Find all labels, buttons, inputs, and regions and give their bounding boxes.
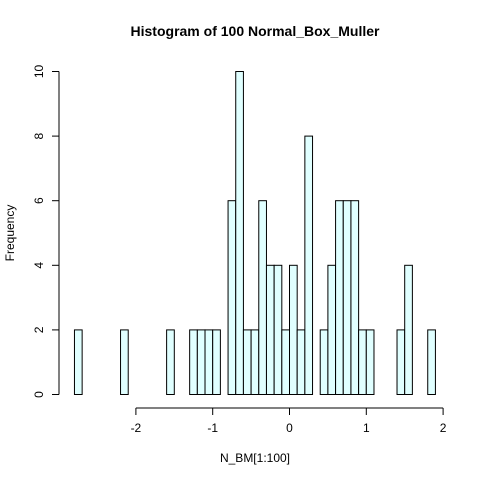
y-axis-label: Frequency	[3, 205, 17, 262]
histogram-bar	[166, 329, 175, 395]
histogram-bar	[304, 135, 314, 395]
histogram-bar	[404, 264, 413, 395]
x-tick-label: 0	[286, 421, 293, 435]
x-tick-label: -1	[207, 421, 218, 435]
histogram-bar	[120, 329, 129, 395]
histogram-bar	[281, 329, 291, 395]
histogram-bar	[350, 200, 360, 395]
histogram-bar	[273, 264, 283, 395]
histogram-bar	[265, 264, 275, 395]
y-tick-label: 4	[32, 262, 46, 269]
x-tick-label: 2	[440, 421, 447, 435]
histogram-bar	[227, 200, 237, 395]
y-tick-label: 6	[32, 197, 46, 204]
histogram-bar	[212, 329, 221, 395]
histogram-bar	[427, 329, 436, 395]
histogram-bar	[242, 329, 252, 395]
histogram-bar	[342, 200, 352, 395]
y-tick-label: 10	[32, 65, 46, 79]
histogram-bar	[250, 329, 260, 395]
bars-group	[73, 71, 436, 395]
x-axis: -2 -1 0 1 2	[131, 407, 447, 435]
x-tick-label: -2	[131, 421, 142, 435]
histogram-bar	[235, 71, 244, 395]
histogram-bar	[327, 264, 337, 395]
histogram-bar	[258, 200, 267, 395]
x-axis-label: N_BM[1:100]	[220, 451, 290, 465]
histogram-bar	[289, 264, 298, 395]
y-tick-label: 0	[32, 391, 46, 398]
y-tick-label: 8	[32, 132, 46, 139]
histogram-bar	[365, 329, 375, 395]
x-tick-label: 1	[363, 421, 370, 435]
chart-title: Histogram of 100 Normal_Box_Muller	[131, 23, 381, 39]
histogram-bar	[319, 329, 329, 395]
histogram-bar	[358, 329, 367, 395]
histogram-bar	[204, 329, 214, 395]
y-tick-label: 2	[32, 326, 46, 333]
y-axis: 0 2 4 6 8 10	[32, 65, 60, 398]
histogram-bar	[196, 329, 206, 395]
histogram-bar	[335, 200, 344, 395]
histogram-bar	[189, 329, 198, 395]
histogram-bar	[73, 329, 83, 395]
histogram-bar	[396, 329, 406, 395]
histogram-bar	[296, 329, 306, 395]
